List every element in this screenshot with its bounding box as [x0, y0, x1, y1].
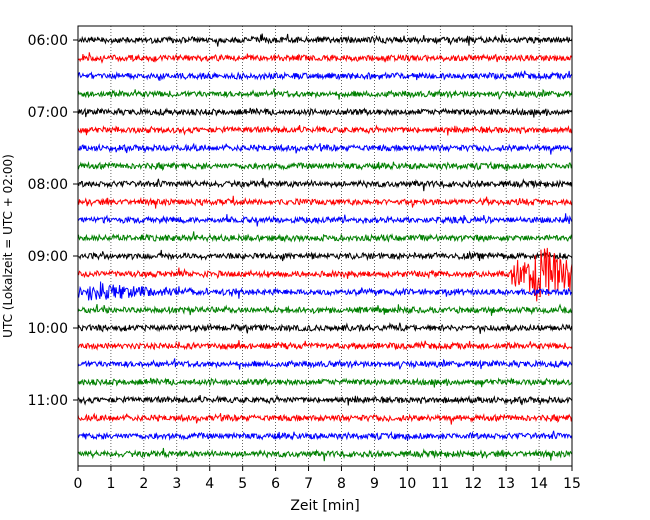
x-tick-label-0: 0 — [74, 476, 83, 492]
x-tick-label-13: 13 — [497, 476, 515, 492]
trace-0845-green — [77, 231, 573, 243]
trace-0815-red — [77, 195, 573, 209]
trace-0615-red — [77, 52, 573, 64]
x-tick-label-2: 2 — [139, 476, 148, 492]
trace-1015-red — [77, 340, 573, 351]
trace-0800-black — [77, 177, 573, 192]
x-tick-label-11: 11 — [431, 476, 449, 492]
trace-1030-blue — [77, 358, 573, 370]
x-tick-label-14: 14 — [530, 476, 548, 492]
trace-0915-red — [77, 247, 573, 302]
plot-frame — [77, 25, 573, 467]
trace-0700-black — [77, 107, 573, 118]
y-tick-label-1100: 11:00 — [28, 393, 68, 409]
trace-0645-green — [77, 88, 573, 100]
x-tick-label-9: 9 — [370, 476, 379, 492]
x-tick-label-3: 3 — [172, 476, 181, 492]
trace-0930-blue — [77, 281, 573, 301]
x-tick-label-8: 8 — [337, 476, 346, 492]
y-tick-label-0900: 09:00 — [28, 249, 68, 265]
trace-1100-black — [77, 394, 573, 406]
x-axis: 0 1 2 3 4 5 6 7 8 9 10 11 12 13 14 15 — [74, 466, 581, 492]
grid-layer — [110, 26, 540, 466]
x-tick-label-7: 7 — [304, 476, 313, 492]
x-tick-label-4: 4 — [205, 476, 214, 492]
y-axis-label: UTC (Lokalzeit = UTC + 02:00) — [1, 154, 15, 338]
trace-0830-blue — [77, 213, 573, 227]
y-axis: 06:00 07:00 08:00 09:00 10:00 11:00 — [28, 33, 78, 409]
x-tick-label-5: 5 — [238, 476, 247, 492]
traces-layer — [77, 33, 573, 462]
x-tick-label-15: 15 — [563, 476, 581, 492]
x-tick-label-1: 1 — [106, 476, 115, 492]
trace-1000-black — [77, 322, 573, 334]
trace-1145-green — [77, 447, 573, 462]
trace-0745-green — [77, 160, 573, 172]
trace-0630-blue — [77, 70, 573, 82]
trace-1115-red — [77, 412, 573, 425]
trace-0945-green — [77, 303, 573, 316]
trace-1045-green — [77, 377, 573, 388]
trace-0900-black — [77, 249, 573, 262]
trace-0730-blue — [77, 142, 573, 155]
trace-0715-red — [77, 124, 573, 136]
x-axis-label: Zeit [min] — [290, 498, 359, 514]
x-tick-label-6: 6 — [271, 476, 280, 492]
y-tick-label-0800: 08:00 — [28, 177, 68, 193]
trace-0600-black — [77, 33, 573, 47]
y-tick-label-0700: 07:00 — [28, 105, 68, 121]
y-tick-label-0600: 06:00 — [28, 33, 68, 49]
y-tick-label-1000: 10:00 — [28, 321, 68, 337]
x-tick-label-10: 10 — [398, 476, 416, 492]
trace-1130-blue — [77, 430, 573, 441]
x-tick-label-12: 12 — [464, 476, 482, 492]
